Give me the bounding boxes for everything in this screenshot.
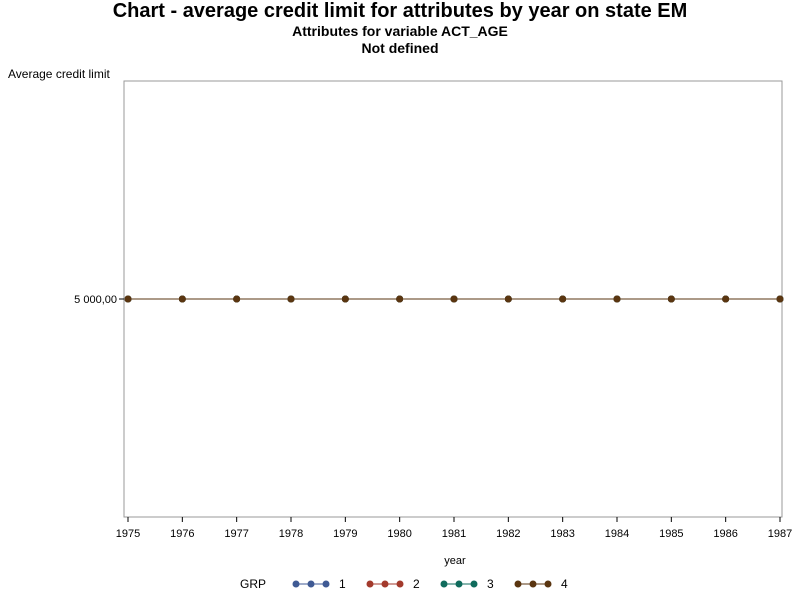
data-point	[233, 295, 241, 303]
x-tick-label: 1983	[550, 528, 574, 540]
legend-marker	[455, 580, 463, 588]
data-point	[341, 295, 349, 303]
chart-subtitle-1: Attributes for variable ACT_AGE	[292, 23, 508, 39]
legend-marker	[529, 580, 537, 588]
y-axis: 5 000,00	[74, 294, 124, 306]
x-tick-label: 1976	[170, 528, 194, 540]
chart-subtitle-2: Not defined	[361, 40, 439, 56]
legend-marker	[470, 580, 478, 588]
legend-marker	[381, 580, 389, 588]
x-tick-label: 1984	[605, 528, 629, 540]
legend-marker	[514, 580, 522, 588]
legend-label: 1	[339, 577, 346, 591]
x-axis: 1975 1976 1977 1978 1979 1980 1981 1982 1983 1984…	[116, 517, 792, 540]
legend-item-3: 3	[440, 577, 494, 591]
x-axis-label: year	[444, 555, 466, 567]
chart-title: Chart - average credit limit for attribu…	[112, 0, 688, 22]
x-tick-label: 1981	[442, 528, 466, 540]
x-tick-label: 1987	[768, 528, 792, 540]
legend-item-4: 4	[514, 577, 568, 591]
series-group	[124, 295, 784, 303]
legend-marker	[544, 580, 552, 588]
legend: GRP 1 2 3 4	[240, 577, 568, 591]
data-point	[396, 295, 404, 303]
x-tick-label: 1977	[224, 528, 248, 540]
x-tick-label: 1985	[659, 528, 683, 540]
data-point	[450, 295, 458, 303]
legend-item-1: 1	[292, 577, 346, 591]
data-point	[504, 295, 512, 303]
y-tick-label: 5 000,00	[74, 294, 117, 306]
data-point	[667, 295, 675, 303]
x-tick-label: 1986	[713, 528, 737, 540]
legend-marker	[396, 580, 404, 588]
x-tick-label: 1975	[116, 528, 140, 540]
legend-marker	[292, 580, 300, 588]
x-tick-label: 1980	[387, 528, 411, 540]
legend-marker	[366, 580, 374, 588]
x-tick-label: 1979	[333, 528, 357, 540]
legend-marker	[322, 580, 330, 588]
x-tick-label: 1982	[496, 528, 520, 540]
data-point	[287, 295, 295, 303]
data-point	[613, 295, 621, 303]
legend-label: 3	[487, 577, 494, 591]
legend-label: 2	[413, 577, 420, 591]
data-point	[776, 295, 784, 303]
data-point	[559, 295, 567, 303]
series-4	[124, 295, 784, 303]
data-point	[178, 295, 186, 303]
legend-marker	[307, 580, 315, 588]
legend-item-2: 2	[366, 577, 420, 591]
data-point	[124, 295, 132, 303]
legend-title: GRP	[240, 577, 266, 591]
legend-marker	[440, 580, 448, 588]
data-point	[722, 295, 730, 303]
legend-label: 4	[561, 577, 568, 591]
x-tick-label: 1978	[279, 528, 303, 540]
y-axis-label: Average credit limit	[8, 67, 110, 81]
